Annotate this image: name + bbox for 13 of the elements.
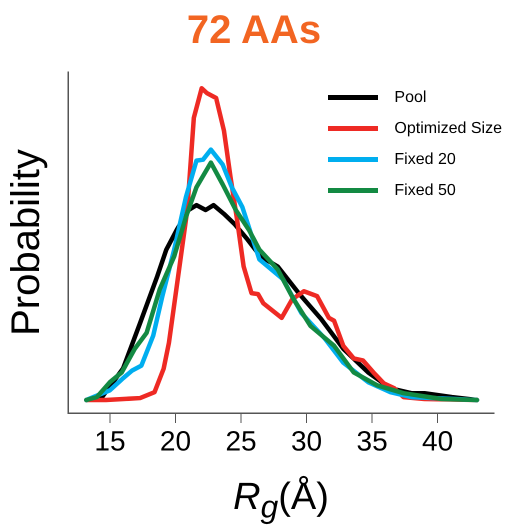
legend-label: Pool bbox=[394, 88, 426, 106]
legend-label: Optimized Size bbox=[394, 120, 502, 138]
legend-label: Fixed 20 bbox=[394, 150, 456, 168]
x-tick-label: 15 bbox=[94, 426, 126, 457]
x-tick-label: 35 bbox=[356, 426, 388, 457]
x-tick-label: 30 bbox=[290, 426, 322, 457]
x-tick-label: 25 bbox=[225, 426, 257, 457]
legend-label: Fixed 50 bbox=[394, 182, 456, 200]
x-tick-label: 40 bbox=[422, 426, 454, 457]
y-axis-title: Probability bbox=[4, 149, 48, 336]
chart-title: 72 AAs bbox=[186, 8, 322, 53]
x-tick-label: 20 bbox=[160, 426, 192, 457]
x-axis-title: R$_{g}$(Å) bbox=[232, 476, 330, 526]
